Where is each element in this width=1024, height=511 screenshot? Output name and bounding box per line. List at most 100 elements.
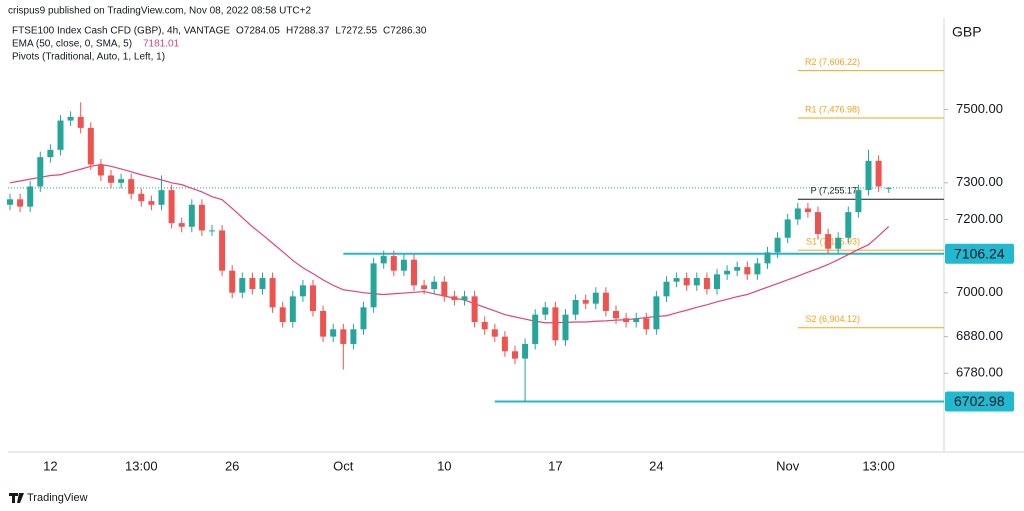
candle-body	[845, 212, 852, 238]
candle-body	[734, 267, 741, 271]
candle-body	[320, 310, 327, 337]
candle-body	[855, 190, 862, 213]
candle-body	[310, 285, 316, 311]
x-tick-label: Nov	[776, 458, 800, 473]
y-tick-label: 7000.00	[956, 284, 1003, 299]
y-tick-label: 7500.00	[956, 101, 1003, 116]
candle-body	[552, 307, 559, 341]
candle-body	[330, 329, 337, 337]
level-label-box	[945, 243, 1014, 264]
level-label: 7106.24	[954, 245, 1005, 261]
pivot-label: P (7,255.17)	[811, 186, 860, 196]
candle-body	[299, 285, 306, 297]
candle-body	[37, 157, 44, 187]
ohlc-legend: H7288.37	[286, 26, 330, 37]
candle-body	[411, 259, 417, 286]
candle-body	[97, 164, 104, 176]
candle-body	[764, 252, 771, 264]
candle-body	[663, 281, 670, 297]
candle-body	[804, 208, 811, 213]
candle-body	[703, 278, 710, 290]
brand: TradingView	[27, 492, 88, 504]
candle-body	[501, 336, 508, 352]
candle-body	[865, 160, 872, 191]
x-tick-label: 13:00	[125, 458, 158, 473]
x-tick-label: 17	[548, 458, 562, 473]
candle-body	[653, 296, 660, 330]
candle-body	[67, 116, 74, 121]
candle-body	[673, 278, 680, 282]
candle-body	[441, 281, 448, 297]
candle-body	[380, 256, 387, 264]
candle-body	[512, 351, 518, 359]
candle-body	[350, 329, 357, 344]
candle-body	[744, 267, 751, 275]
candle-body	[754, 263, 761, 275]
candle-body	[582, 300, 589, 304]
candle-body	[17, 199, 24, 207]
level-label: 6702.98	[954, 393, 1005, 409]
candle-body	[633, 318, 640, 322]
candle-body	[693, 278, 700, 286]
candle-body	[269, 278, 276, 308]
candle-body	[431, 281, 438, 290]
candle-body	[602, 292, 609, 311]
candle-body	[774, 237, 781, 253]
candle-body	[532, 314, 539, 344]
candle-body	[815, 212, 821, 235]
candle-body	[451, 296, 458, 301]
pivot-label: R1 (7,476.98)	[805, 104, 860, 114]
x-tick-label: 12	[43, 458, 57, 473]
candle-body	[118, 179, 125, 183]
brand-logo	[9, 493, 24, 503]
candle-body	[158, 190, 165, 205]
x-tick-label: Oct	[333, 458, 354, 473]
candle-body	[471, 296, 478, 322]
candle-body	[87, 127, 94, 165]
candle-body	[340, 329, 347, 344]
candle-body	[835, 237, 842, 249]
candle-body	[128, 179, 135, 194]
candle-body	[138, 193, 145, 202]
candle-body	[461, 296, 468, 301]
candle-body	[168, 190, 175, 224]
candle-body	[77, 116, 84, 128]
candle-body	[562, 314, 569, 341]
x-tick-label: 10	[437, 458, 451, 473]
candle-body	[219, 230, 226, 271]
candle-body	[239, 278, 246, 293]
candle-body	[421, 285, 428, 290]
candle-body	[108, 175, 114, 183]
pivot-legend: Pivots (Traditional, Auto, 1, Left, 1)	[12, 52, 165, 63]
candle-body	[875, 160, 882, 187]
candle-body	[794, 208, 801, 220]
ema-line	[9, 163, 890, 324]
x-tick-label: 26	[225, 458, 239, 473]
y-tick-label: 6880.00	[956, 328, 1003, 343]
pivot-label: S2 (6,904.12)	[805, 314, 860, 324]
candle-body	[481, 321, 488, 330]
candle-body	[57, 120, 64, 150]
candle-body	[683, 278, 690, 286]
candle-body	[784, 219, 791, 238]
y-tick-label: 7300.00	[956, 174, 1003, 189]
candle-body	[613, 310, 619, 319]
candle-body	[714, 274, 720, 290]
y-tick-label: 7200.00	[956, 211, 1003, 226]
candle-body	[229, 270, 236, 293]
candle-body	[724, 270, 731, 275]
candle-body	[209, 230, 215, 232]
ema-legend-value: 7181.01	[143, 39, 180, 50]
ohlc-legend: O7284.05	[236, 26, 280, 37]
pivot-label: S1 (7,115.93)	[806, 237, 860, 247]
candle-body	[390, 256, 397, 271]
candle-body	[572, 300, 579, 315]
symbol: FTSE100 Index Cash CFD (GBP), 4h, VANTAG…	[12, 26, 230, 37]
candle-body	[592, 292, 599, 304]
ema-legend: EMA (50, close, 0, SMA, 5)	[12, 39, 132, 50]
y-tick-label: 6780.00	[956, 365, 1003, 380]
candle-body	[400, 259, 407, 271]
candle-body	[7, 199, 13, 205]
